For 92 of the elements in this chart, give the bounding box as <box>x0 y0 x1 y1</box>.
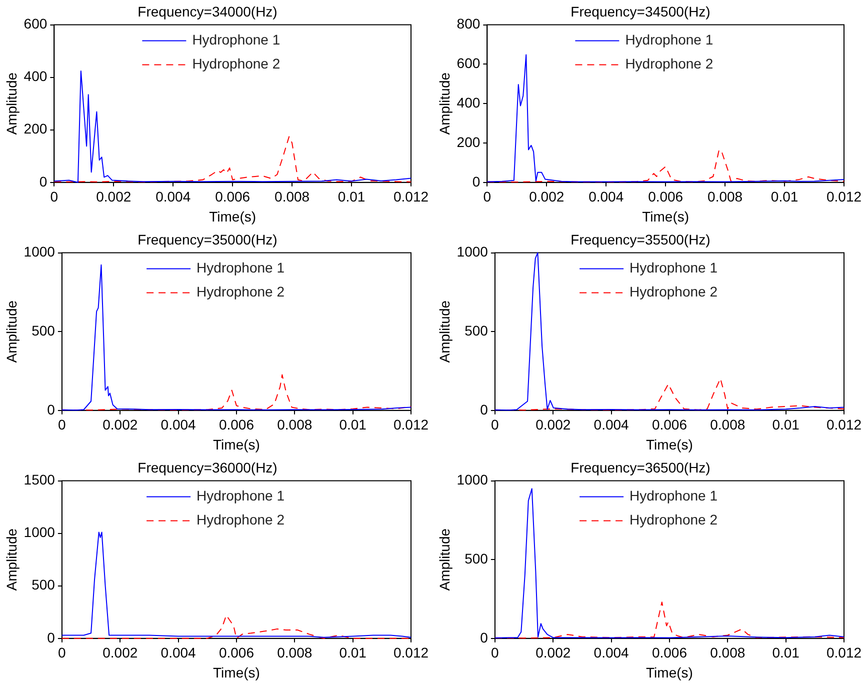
y-tick-label: 0 <box>47 401 56 418</box>
x-tick-label: 0.002 <box>529 188 564 205</box>
legend-label: Hydrophone 1 <box>630 488 718 504</box>
x-tick-label: 0.004 <box>588 188 624 205</box>
legend-label: Hydrophone 2 <box>196 284 285 300</box>
x-tick-label: 0.012 <box>826 188 862 205</box>
x-tick-label: 0.002 <box>536 644 571 661</box>
x-axis-title: Time(s) <box>213 664 260 680</box>
x-tick-label: 0.004 <box>594 416 630 433</box>
x-tick-label: 0.01 <box>772 644 800 661</box>
y-tick-label: 500 <box>32 322 56 338</box>
x-tick-label: 0.006 <box>652 644 688 661</box>
x-tick-label: 0.006 <box>218 416 254 433</box>
x-tick-label: 0 <box>491 416 500 433</box>
legend-label: Hydrophone 1 <box>625 32 714 48</box>
y-tick-label: 400 <box>24 68 48 84</box>
x-tick-label: 0.012 <box>393 188 429 205</box>
chart-title: Frequency=36500(Hz) <box>570 459 710 476</box>
x-tick-label: 0.012 <box>393 644 429 661</box>
y-axis-title: Amplitude <box>436 72 452 135</box>
x-tick-label: 0.01 <box>339 416 367 433</box>
y-tick-label: 600 <box>24 16 48 32</box>
y-tick-label: 500 <box>32 576 56 593</box>
y-axis-title: Amplitude <box>436 528 452 591</box>
y-axis-title: Amplitude <box>436 300 452 363</box>
y-tick-label: 1000 <box>456 244 488 260</box>
x-tick-label: 0.01 <box>770 188 798 205</box>
legend-label: Hydrophone 2 <box>196 512 285 528</box>
y-tick-label: 0 <box>480 401 488 418</box>
x-tick-label: 0.006 <box>218 644 254 661</box>
x-axis-title: Time(s) <box>209 208 256 224</box>
legend-label: Hydrophone 2 <box>630 284 718 300</box>
y-tick-label: 0 <box>480 629 488 646</box>
x-tick-label: 0.002 <box>102 644 138 661</box>
legend-label: Hydrophone 2 <box>192 56 280 72</box>
y-tick-label: 600 <box>456 55 480 72</box>
x-tick-label: 0.006 <box>648 188 684 205</box>
x-tick-label: 0.002 <box>536 416 571 433</box>
y-axis-title: Amplitude <box>3 300 20 363</box>
x-tick-label: 0.002 <box>96 188 132 205</box>
x-tick-label: 0.01 <box>339 644 367 661</box>
x-tick-label: 0.008 <box>710 416 746 433</box>
legend-label: Hydrophone 1 <box>192 32 280 48</box>
y-tick-label: 500 <box>464 322 488 338</box>
chart-title: Frequency=34500(Hz) <box>570 3 710 20</box>
x-tick-label: 0.012 <box>826 644 862 661</box>
legend-label: Hydrophone 1 <box>196 260 285 276</box>
x-tick-label: 0 <box>58 644 66 661</box>
x-tick-label: 0.006 <box>652 416 688 433</box>
y-tick-label: 200 <box>456 134 480 150</box>
legend-label: Hydrophone 2 <box>625 56 714 72</box>
x-tick-label: 0.004 <box>594 644 630 661</box>
x-tick-label: 0.012 <box>393 416 429 433</box>
legend-label: Hydrophone 1 <box>196 488 285 504</box>
x-tick-label: 0.008 <box>274 188 310 205</box>
x-tick-label: 0 <box>491 644 500 661</box>
x-tick-label: 0.01 <box>772 416 800 433</box>
y-tick-label: 0 <box>39 173 48 190</box>
x-tick-label: 0.004 <box>160 644 196 661</box>
y-tick-label: 500 <box>464 550 488 566</box>
y-tick-label: 200 <box>24 120 48 137</box>
y-tick-label: 0 <box>472 173 480 190</box>
chart-title: Frequency=34000(Hz) <box>138 3 278 20</box>
y-tick-label: 0 <box>47 629 56 646</box>
x-tick-label: 0.004 <box>156 188 191 205</box>
y-tick-label: 800 <box>456 16 480 32</box>
x-tick-label: 0.008 <box>708 188 743 205</box>
x-axis-title: Time(s) <box>646 664 693 680</box>
y-tick-label: 1500 <box>24 472 56 488</box>
x-tick-label: 0.004 <box>160 416 196 433</box>
legend-label: Hydrophone 1 <box>630 260 718 276</box>
legend-label: Hydrophone 2 <box>630 512 718 528</box>
y-tick-label: 1000 <box>24 524 56 540</box>
x-tick-label: 0.006 <box>215 188 250 205</box>
x-axis-title: Time(s) <box>646 436 693 452</box>
x-tick-label: 0.002 <box>102 416 138 433</box>
x-axis-title: Time(s) <box>642 208 690 224</box>
chart-title: Frequency=35500(Hz) <box>570 231 710 248</box>
x-tick-label: 0.008 <box>277 416 312 433</box>
x-tick-label: 0 <box>58 416 66 433</box>
y-axis-title: Amplitude <box>3 528 20 591</box>
chart-title: Frequency=35000(Hz) <box>138 231 278 248</box>
x-tick-label: 0.008 <box>277 644 312 661</box>
x-axis-title: Time(s) <box>213 436 260 452</box>
x-tick-label: 0.012 <box>826 416 862 433</box>
x-tick-label: 0.01 <box>338 188 366 205</box>
y-tick-label: 400 <box>456 94 480 110</box>
y-tick-label: 1000 <box>456 472 488 488</box>
y-tick-label: 1000 <box>24 244 56 260</box>
y-axis-title: Amplitude <box>3 72 20 135</box>
chart-title: Frequency=36000(Hz) <box>138 459 278 476</box>
x-tick-label: 0.008 <box>710 644 746 661</box>
